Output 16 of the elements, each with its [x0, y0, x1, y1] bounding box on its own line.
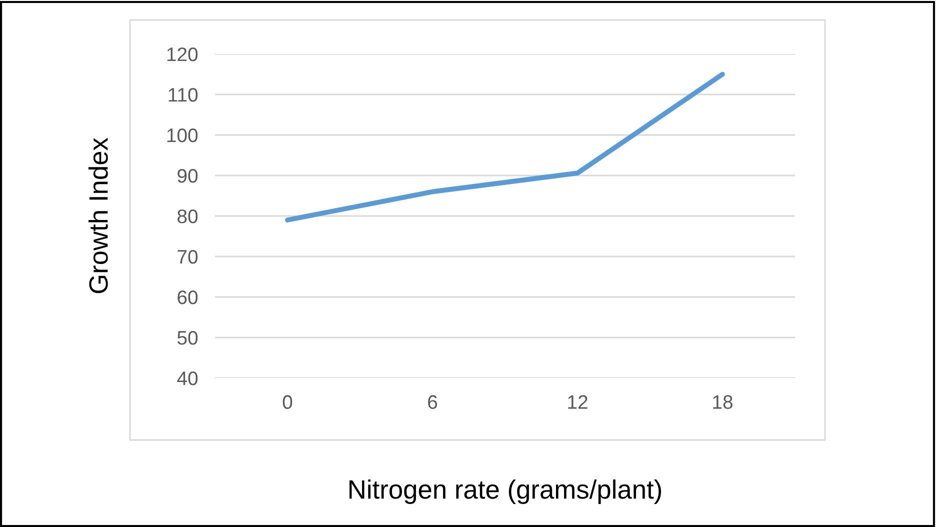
y-tick-label: 100 — [167, 128, 198, 142]
y-tick-label: 40 — [177, 371, 198, 386]
x-tick-label: 0 — [282, 395, 292, 409]
x-tick-label: 12 — [568, 395, 588, 409]
y-axis-title: Growth Index — [88, 138, 108, 294]
y-tick-label: 70 — [178, 250, 198, 264]
x-tick-label: 18 — [713, 395, 732, 409]
line-series — [285, 72, 725, 222]
y-tick-label: 50 — [177, 330, 198, 345]
y-tick-label: 60 — [178, 290, 198, 304]
y-tick-label: 120 — [167, 47, 198, 62]
y-tick-label: 110 — [168, 88, 198, 102]
x-axis-title: Nitrogen rate (grams/plant) — [350, 479, 662, 504]
x-tick-label: 6 — [428, 395, 438, 409]
y-tick-label: 80 — [178, 209, 198, 224]
y-tick-label: 90 — [178, 168, 198, 183]
